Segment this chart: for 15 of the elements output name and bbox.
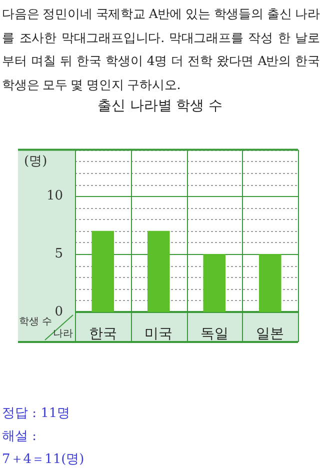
chart-title: 출신 나라별 학생 수 — [96, 97, 224, 115]
text: 해설 : — [2, 428, 38, 446]
x-tick-label: 미국 — [144, 326, 173, 342]
y-tick-label: 5 — [54, 246, 63, 262]
text: 7＋4＝11(명) — [2, 451, 84, 469]
y-tick-label: 0 — [54, 304, 63, 320]
text: 다음은 정민이네 국제학교 A반에 있는 학생들의 출신 나라를 조사한 막대그래프입니다. 막대그래프를 작성 한 날로부터 며칠 뒤 한국 학생이 4명 더 전학 왔다면 A반의 한국학생은 모두 몇 명인지 구하시오. — [2, 5, 320, 94]
text: 정답 : 11명 — [2, 405, 72, 423]
y-tick-label: 10 — [46, 188, 63, 204]
y-axis-title: (명) — [24, 154, 48, 170]
x-tick-label: 독일 — [200, 326, 228, 342]
x-tick-label: 일본 — [256, 326, 284, 342]
x-axis-title: 나라 — [53, 328, 73, 340]
text: 학생 수 — [19, 316, 52, 328]
x-tick-label: 한국 — [88, 326, 117, 342]
